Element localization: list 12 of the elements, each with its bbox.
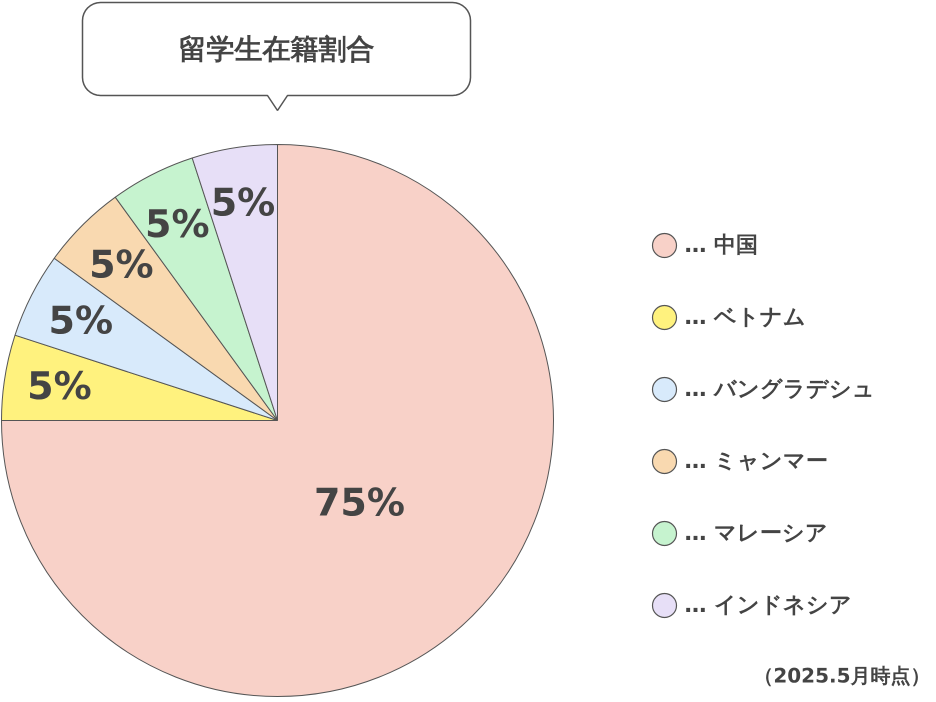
legend-label: … インドネシア (684, 593, 852, 618)
data-label: 5% (210, 180, 276, 224)
data-label: 5% (48, 298, 114, 342)
legend-label: … マレーシア (684, 521, 828, 546)
text: （2025.5月時点） (753, 664, 931, 688)
legend-label: … ミャンマー (684, 449, 828, 474)
chart-title: 留学生在籍割合 (178, 32, 374, 66)
legend-label: … バングラデシュ (684, 377, 876, 402)
legend-label: … ベトナム (684, 305, 806, 330)
data-label: 75% (314, 480, 405, 524)
data-label: 5% (27, 364, 92, 408)
legend-label: … 中国 (684, 233, 758, 258)
